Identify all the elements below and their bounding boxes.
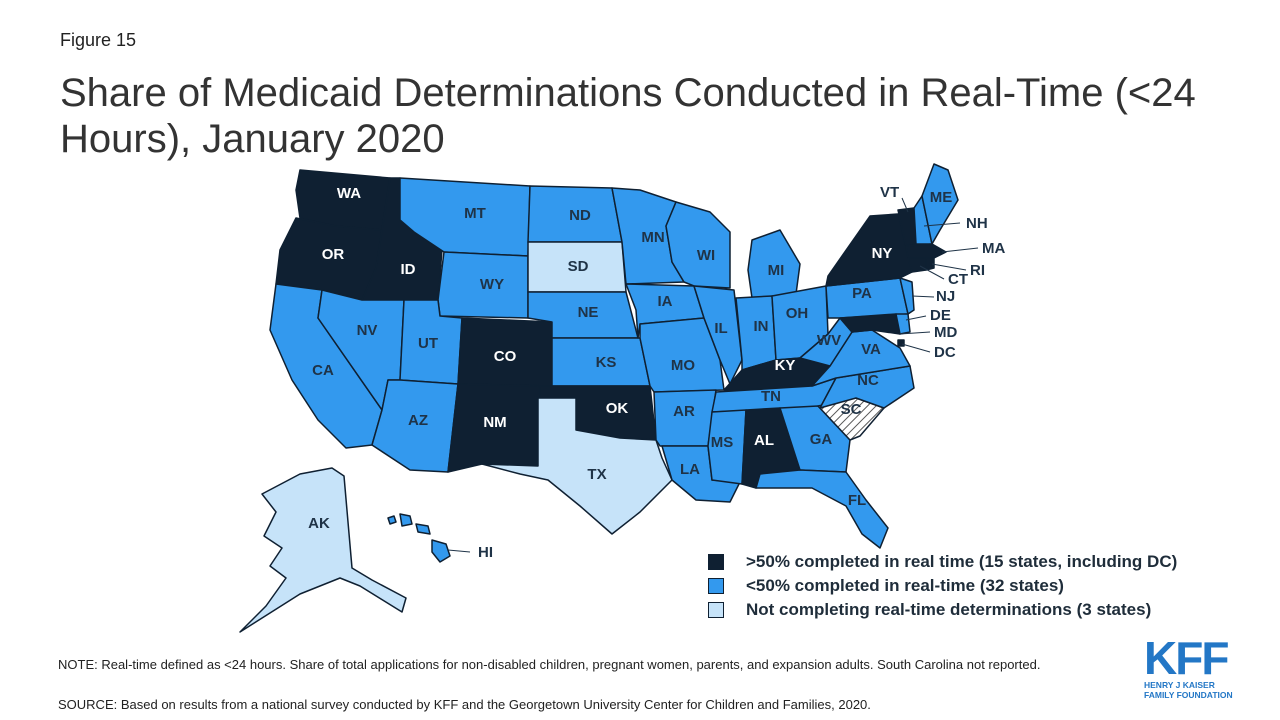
- state-label-CO: CO: [494, 348, 517, 365]
- state-label-NY: NY: [872, 245, 893, 262]
- state-MD[interactable]: [839, 313, 901, 335]
- state-label-LA: LA: [680, 461, 700, 478]
- state-label-KY: KY: [775, 357, 796, 374]
- states-layer: [239, 163, 959, 633]
- leader-lines: [447, 197, 979, 553]
- state-label-KS: KS: [596, 354, 617, 371]
- state-label-MO: MO: [671, 357, 695, 374]
- state-label-NM: NM: [483, 414, 506, 431]
- state-FL[interactable]: [755, 469, 889, 549]
- legend-item-mid: <50% completed in real-time (32 states): [708, 574, 1177, 598]
- state-label-VT: VT: [880, 184, 899, 201]
- state-label-ME: ME: [930, 189, 953, 206]
- state-label-WV: WV: [817, 332, 841, 349]
- state-label-DE: DE: [930, 307, 951, 324]
- state-DC[interactable]: [897, 339, 905, 347]
- state-label-FL: FL: [848, 492, 866, 509]
- state-DE[interactable]: [895, 313, 911, 335]
- page-title: Share of Medicaid Determinations Conduct…: [60, 71, 1196, 161]
- state-label-AK: AK: [308, 515, 330, 532]
- state-MA[interactable]: [905, 243, 947, 259]
- state-label-RI: RI: [970, 262, 985, 279]
- state-label-MI: MI: [768, 262, 785, 279]
- state-label-VA: VA: [861, 341, 881, 358]
- source-note: SOURCE: Based on results from a national…: [58, 697, 871, 712]
- state-label-SC: SC: [841, 401, 862, 418]
- state-label-MA: MA: [982, 240, 1005, 257]
- state-label-IA: IA: [658, 293, 673, 310]
- state-label-ND: ND: [569, 207, 591, 224]
- legend-swatch-none: [708, 602, 724, 618]
- state-label-NV: NV: [357, 322, 378, 339]
- footnote: NOTE: Real-time defined as <24 hours. Sh…: [58, 657, 1041, 672]
- kff-logo-line2: FAMILY FOUNDATION: [1144, 690, 1233, 700]
- kff-logo: KFF HENRY J KAISER FAMILY FOUNDATION: [1144, 632, 1244, 700]
- state-NJ[interactable]: [899, 277, 915, 315]
- kff-logo-line1: HENRY J KAISER: [1144, 680, 1215, 690]
- legend-label-high: >50% completed in real time (15 states, …: [746, 552, 1178, 571]
- state-label-HI: HI: [478, 544, 493, 561]
- state-label-MN: MN: [641, 229, 664, 246]
- state-label-OR: OR: [322, 246, 345, 263]
- state-label-NH: NH: [966, 215, 988, 232]
- kff-logo-subtitle: HENRY J KAISER FAMILY FOUNDATION: [1144, 680, 1244, 700]
- state-label-WY: WY: [480, 276, 504, 293]
- state-label-AZ: AZ: [408, 412, 428, 429]
- state-labels: WA OR ID MT WY ND SD NE KS OK TX NM CO UT NV CA AZ MN IA MO…: [308, 184, 1005, 561]
- state-CT[interactable]: [907, 257, 927, 273]
- state-TX[interactable]: [481, 397, 673, 535]
- state-label-MD: MD: [934, 324, 957, 341]
- state-label-NE: NE: [578, 304, 599, 321]
- legend-item-none: Not completing real-time determinations …: [708, 598, 1177, 622]
- state-label-PA: PA: [852, 285, 872, 302]
- state-RI[interactable]: [925, 257, 935, 271]
- state-label-MT: MT: [464, 205, 486, 222]
- state-label-MS: MS: [711, 434, 734, 451]
- state-label-UT: UT: [418, 335, 438, 352]
- kff-logo-mark: KFF: [1144, 632, 1229, 684]
- state-label-NJ: NJ: [936, 288, 955, 305]
- figure-label: Figure 15: [60, 30, 137, 50]
- state-label-TN: TN: [761, 388, 781, 405]
- legend-label-none: Not completing real-time determinations …: [746, 600, 1152, 619]
- state-AK[interactable]: [239, 467, 407, 633]
- state-HI[interactable]: [387, 513, 451, 563]
- state-label-IN: IN: [754, 318, 769, 335]
- state-label-WI: WI: [697, 247, 715, 264]
- state-label-OK: OK: [606, 400, 629, 417]
- legend-swatch-mid: [708, 578, 724, 594]
- legend-swatch-high: [708, 554, 724, 570]
- state-label-CT: CT: [948, 271, 968, 288]
- state-NY[interactable]: [825, 213, 913, 287]
- state-label-CA: CA: [312, 362, 334, 379]
- state-label-IL: IL: [714, 320, 727, 337]
- state-label-TX: TX: [587, 466, 606, 483]
- state-label-AR: AR: [673, 403, 695, 420]
- state-label-GA: GA: [810, 431, 833, 448]
- legend: >50% completed in real time (15 states, …: [708, 550, 1177, 622]
- state-label-ID: ID: [401, 261, 416, 278]
- state-MS[interactable]: [707, 409, 747, 485]
- legend-label-mid: <50% completed in real-time (32 states): [746, 576, 1064, 595]
- state-label-SD: SD: [568, 258, 589, 275]
- state-label-WA: WA: [337, 185, 361, 202]
- state-label-OH: OH: [786, 305, 809, 322]
- legend-item-high: >50% completed in real time (15 states, …: [708, 550, 1177, 574]
- state-label-NC: NC: [857, 372, 879, 389]
- state-label-AL: AL: [754, 432, 774, 449]
- state-WY[interactable]: [437, 251, 529, 319]
- state-label-DC: DC: [934, 344, 956, 361]
